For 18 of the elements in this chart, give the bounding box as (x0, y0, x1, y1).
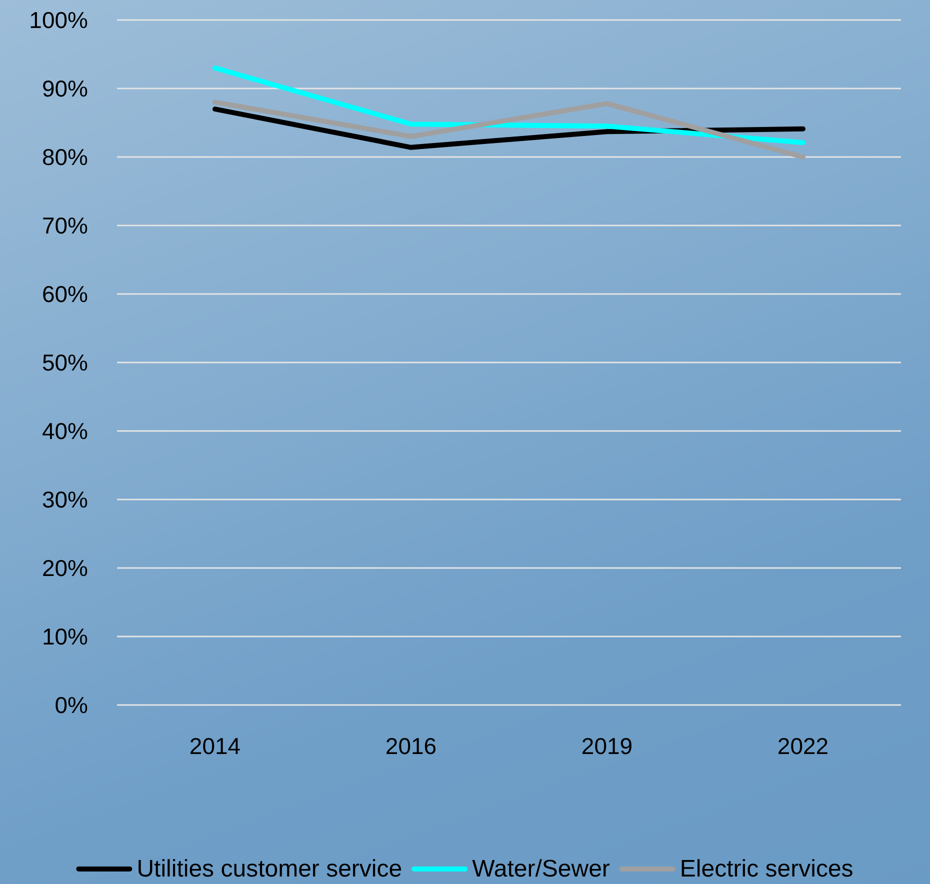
y-tick-label: 0% (54, 692, 88, 718)
y-tick-label: 100% (29, 7, 88, 33)
y-tick-label: 80% (42, 144, 88, 170)
legend-label: Water/Sewer (472, 856, 610, 882)
y-tick-label: 10% (42, 624, 88, 650)
legend-label: Electric services (680, 856, 854, 882)
x-tick-label: 2014 (189, 733, 241, 759)
y-tick-label: 50% (42, 350, 88, 376)
y-tick-label: 90% (42, 76, 88, 102)
y-tick-label: 60% (42, 281, 88, 307)
y-tick-label: 40% (42, 418, 88, 444)
y-tick-label: 30% (42, 486, 88, 512)
x-tick-label: 2022 (777, 733, 829, 759)
y-tick-label: 20% (42, 555, 88, 581)
x-tick-label: 2016 (385, 733, 437, 759)
legend-label: Utilities customer service (136, 856, 402, 882)
y-tick-label: 70% (42, 212, 88, 238)
x-tick-label: 2019 (581, 733, 633, 759)
